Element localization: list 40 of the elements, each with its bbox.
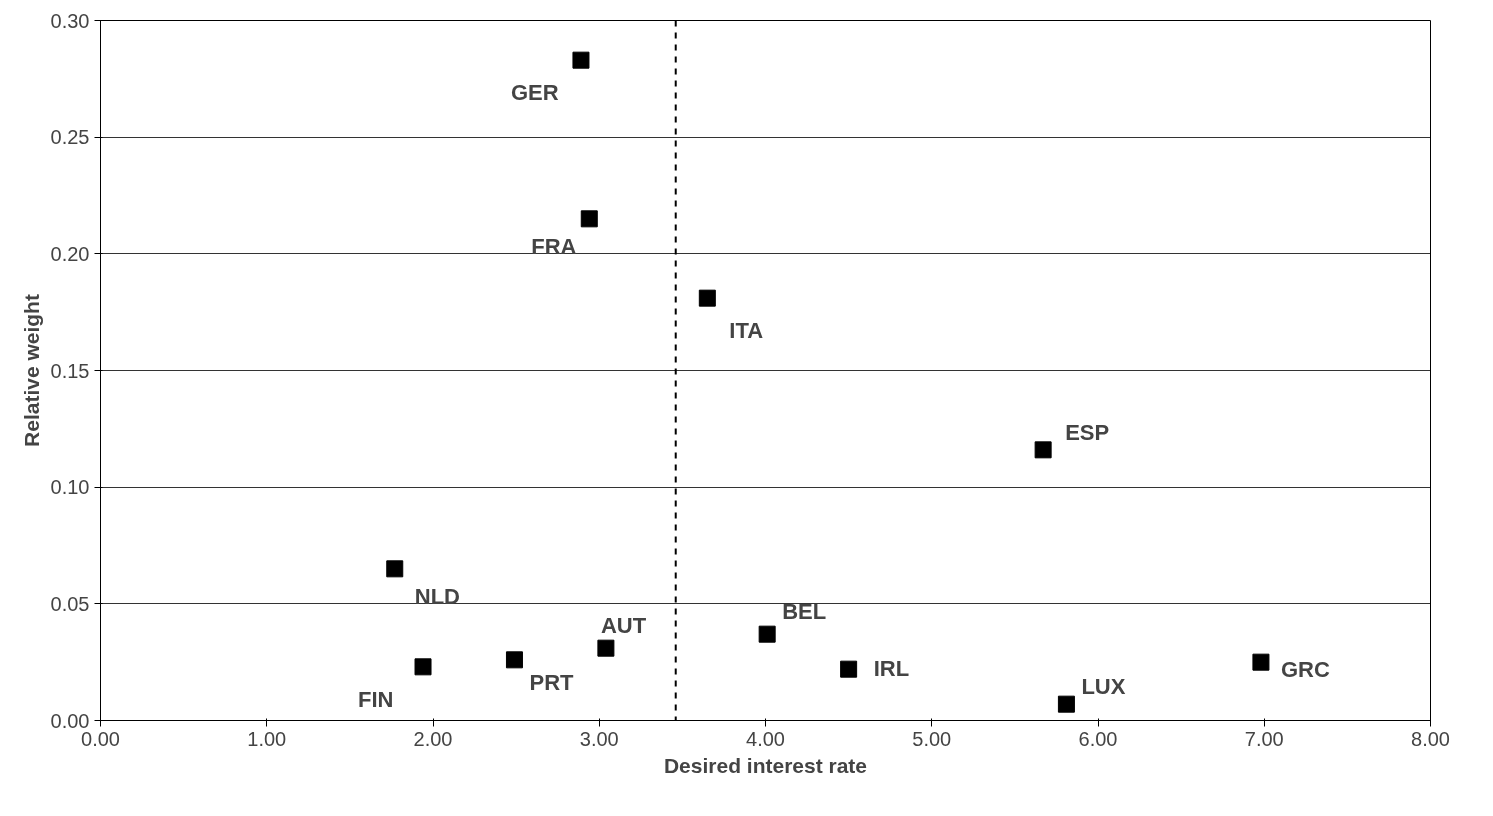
point xyxy=(758,625,776,643)
annotation: ITA xyxy=(729,318,764,344)
annotation: GER xyxy=(510,80,559,106)
annotation: PRT xyxy=(529,669,575,695)
point xyxy=(386,560,404,578)
point xyxy=(414,658,432,676)
x-tick-label: 8.00 xyxy=(1411,727,1450,750)
annotation: IRL xyxy=(873,656,910,682)
x-tick-label: 3.00 xyxy=(579,727,619,750)
x-tick-label: 5.00 xyxy=(912,727,952,750)
point xyxy=(580,210,598,228)
x-tick-label: 7.00 xyxy=(1244,727,1284,750)
point xyxy=(840,660,858,678)
annotation: NLD xyxy=(414,583,460,609)
y-tick-label: 0.10 xyxy=(50,476,90,499)
point xyxy=(698,289,716,307)
annotation: AUT xyxy=(600,613,647,639)
point xyxy=(1252,653,1270,671)
annotation: FRA xyxy=(531,233,577,259)
annotation: FIN xyxy=(358,686,394,712)
point xyxy=(597,639,615,657)
y-tick-label: 0.20 xyxy=(50,242,90,265)
point xyxy=(1034,441,1052,459)
point xyxy=(572,51,590,69)
x-tick-label: 4.00 xyxy=(746,727,785,750)
y-tick-label: 0.15 xyxy=(50,359,90,382)
x-axis-title: Desired interest rate xyxy=(663,753,868,777)
annotation: LUX xyxy=(1081,674,1126,700)
x-tick-label: 2.00 xyxy=(413,727,453,750)
y-axis-title: Relative weight xyxy=(19,294,43,447)
annotation: ESP xyxy=(1065,419,1110,445)
annotation: GRC xyxy=(1280,657,1330,683)
annotation: BEL xyxy=(782,599,827,625)
point xyxy=(1057,695,1075,713)
x-tick-label: 1.00 xyxy=(247,727,287,750)
x-tick-label: 6.00 xyxy=(1078,727,1118,750)
y-tick-label: 0.25 xyxy=(50,126,90,149)
y-tick-label: 0.05 xyxy=(50,592,90,615)
point xyxy=(505,651,523,669)
y-tick-label: 0.30 xyxy=(50,9,90,32)
